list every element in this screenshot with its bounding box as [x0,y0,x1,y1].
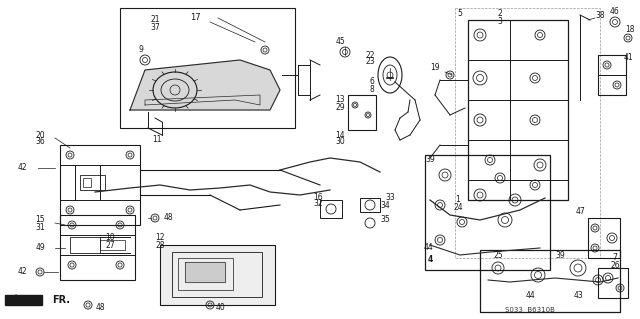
Text: 19: 19 [430,63,440,72]
Text: 36: 36 [35,137,45,146]
Polygon shape [5,295,42,305]
Text: 5: 5 [458,10,463,19]
Bar [120,8,295,128]
Text: 15: 15 [35,216,45,225]
Bar [60,215,135,280]
Bar [70,237,100,253]
Text: 29: 29 [335,102,345,112]
Text: 38: 38 [595,11,605,19]
Bar [468,20,568,200]
Text: 46: 46 [610,8,620,17]
Bar [425,155,550,270]
Text: 39: 39 [425,155,435,165]
Text: 6: 6 [369,78,374,86]
Text: 16: 16 [313,192,323,202]
Text: 47: 47 [575,207,585,217]
Text: 39: 39 [555,251,565,261]
Text: 20: 20 [35,130,45,139]
Text: 41: 41 [623,54,633,63]
Text: 12: 12 [156,234,164,242]
Text: 44: 44 [525,291,535,300]
Text: 48: 48 [163,213,173,222]
Bar [60,145,140,225]
Text: 13: 13 [335,95,345,105]
Text: 25: 25 [493,251,503,261]
Text: 48: 48 [95,303,105,313]
Bar [588,218,620,258]
Text: 43: 43 [573,291,583,300]
Text: 9: 9 [139,46,143,55]
Bar [83,178,91,187]
Text: 3: 3 [497,17,502,26]
Text: 8: 8 [370,85,374,93]
Bar [360,198,380,212]
Bar [320,200,342,218]
Text: 22: 22 [365,50,375,60]
Text: 31: 31 [35,222,45,232]
Text: 27: 27 [105,241,115,249]
Bar [598,55,626,95]
Text: 49: 49 [35,243,45,253]
Text: 28: 28 [156,241,164,249]
Text: 4: 4 [428,256,433,264]
Bar [455,8,600,258]
Text: 42: 42 [17,268,27,277]
Text: 34: 34 [380,201,390,210]
Text: 45: 45 [335,38,345,47]
Text: 35: 35 [380,216,390,225]
Polygon shape [185,262,225,282]
Text: 7: 7 [612,254,618,263]
Bar [480,250,620,312]
Polygon shape [130,60,280,110]
Text: 33: 33 [385,194,395,203]
Text: 42: 42 [17,164,27,173]
Text: 18: 18 [625,26,635,34]
Text: 44: 44 [423,243,433,253]
Text: 32: 32 [313,199,323,209]
Text: 37: 37 [150,23,160,32]
Bar [178,258,233,290]
Text: 10: 10 [105,234,115,242]
Text: 2: 2 [498,10,502,19]
Bar [348,95,376,130]
Text: 21: 21 [150,16,160,25]
Text: 11: 11 [152,136,162,145]
Text: 40: 40 [215,303,225,313]
Bar [160,245,275,305]
Text: 24: 24 [453,204,463,212]
Bar [172,252,262,297]
Text: S033  B6310B: S033 B6310B [505,307,555,313]
Text: 23: 23 [365,57,375,66]
Text: 17: 17 [189,13,200,23]
Text: FR.: FR. [52,295,70,305]
Text: 14: 14 [335,130,345,139]
Text: 1: 1 [456,196,460,204]
Text: 30: 30 [335,137,345,146]
Text: 26: 26 [610,261,620,270]
Bar [598,268,628,298]
Bar [100,240,125,250]
Bar [80,175,105,190]
